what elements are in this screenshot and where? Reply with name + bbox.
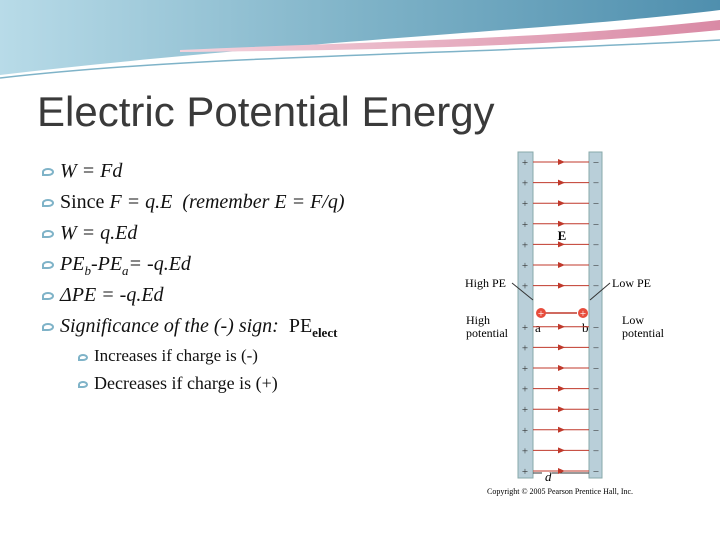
field-arrowhead <box>558 179 565 186</box>
pe-arrow <box>589 282 611 301</box>
field-label: E <box>558 228 567 243</box>
plus-sign: + <box>522 219 528 231</box>
minus-sign: − <box>593 157 599 169</box>
bullet: Significance of the (-) sign: PEelect <box>42 315 337 341</box>
field-arrowhead <box>558 159 565 165</box>
low-potential-label: potential <box>622 326 665 340</box>
sub-bullet: Increases if charge is (-) <box>78 346 258 366</box>
bullet-text: = -q.Ed <box>128 253 191 275</box>
minus-sign: − <box>593 404 599 416</box>
slide-title: Electric Potential Energy <box>37 88 495 135</box>
header-decoration <box>0 0 720 79</box>
pe-arrow <box>511 282 534 301</box>
minus-sign: − <box>593 466 599 478</box>
sub-bullet-text: Decreases if charge is (+) <box>94 373 278 393</box>
negative-plate <box>588 151 603 479</box>
minus-sign: − <box>593 281 599 293</box>
field-arrowhead <box>558 220 565 227</box>
copyright: Copyright © 2005 Pearson Prentice Hall, … <box>487 487 633 496</box>
subscript: a <box>122 263 129 278</box>
sub-bullet: Decreases if charge is (+) <box>78 373 278 394</box>
subscript: elect <box>312 325 338 340</box>
field-arrowhead <box>558 385 565 392</box>
charge <box>536 308 546 318</box>
bullet: Since F = q.E (remember E = F/q) <box>42 191 345 214</box>
plus-sign: + <box>522 157 528 169</box>
plus-sign: + <box>522 363 528 375</box>
field-arrowhead <box>558 323 565 330</box>
minus-sign: − <box>593 198 599 210</box>
bullet-text: F = q.E <box>109 191 173 213</box>
point-b: b <box>582 320 589 335</box>
bullet-text: (remember E = F/q) <box>182 191 345 213</box>
plus-sign: + <box>522 384 528 396</box>
point-a: a <box>535 320 541 335</box>
field-arrowhead <box>558 344 565 351</box>
minus-sign: − <box>593 239 599 251</box>
charge-sign: + <box>538 308 544 320</box>
minus-sign: − <box>593 342 599 354</box>
bullet-text: W = q.Ed <box>60 222 138 244</box>
minus-sign: − <box>593 322 599 334</box>
plus-sign: + <box>522 425 528 437</box>
minus-sign: − <box>593 178 599 190</box>
minus-sign: − <box>593 363 599 375</box>
minus-sign: − <box>593 445 599 457</box>
plus-sign: + <box>522 239 528 251</box>
plus-sign: + <box>522 466 528 478</box>
plus-sign: + <box>522 178 528 190</box>
minus-sign: − <box>593 384 599 396</box>
plus-sign: + <box>522 281 528 293</box>
field-arrowhead <box>558 241 565 248</box>
field-arrowhead <box>558 282 565 289</box>
bullet: W = Fd <box>42 160 122 183</box>
field-arrowhead <box>558 365 565 371</box>
low-potential-label: Low <box>622 313 644 327</box>
field-arrowhead <box>558 426 565 433</box>
bullet-text: PE <box>288 315 313 337</box>
subscript: b <box>84 263 91 278</box>
bullet: PEb-PEa= -q.Ed <box>42 253 191 279</box>
sub-bullet-text: Increases if charge is (-) <box>94 346 258 365</box>
bullet-text: W = Fd <box>60 160 123 182</box>
bullet-text: PE <box>60 253 85 275</box>
high-potential-label: High <box>466 313 490 327</box>
minus-sign: − <box>593 260 599 272</box>
bullet-text: -PE <box>90 253 123 275</box>
plus-sign: + <box>522 198 528 210</box>
high-pe-label: High PE <box>465 276 506 290</box>
field-arrowhead <box>558 468 565 474</box>
bullet: ΔPE = -q.Ed <box>42 284 164 307</box>
bullet-text: Since <box>60 191 105 213</box>
high-potential-label: potential <box>466 326 509 340</box>
charge-sign: + <box>580 308 586 320</box>
field-arrowhead <box>558 406 565 413</box>
low-pe-label: Low PE <box>612 276 651 290</box>
field-arrowhead <box>558 447 565 454</box>
field-arrowhead <box>558 262 565 268</box>
plus-sign: + <box>522 260 528 272</box>
plus-sign: + <box>522 404 528 416</box>
distance-label: d <box>545 469 552 484</box>
bullet-text: Significance of the (-) sign: <box>60 315 279 337</box>
charge <box>578 308 588 318</box>
plus-sign: + <box>522 342 528 354</box>
bullet-text: ΔPE = -q.Ed <box>60 284 164 306</box>
field-arrowhead <box>558 200 565 207</box>
bullet: W = q.Ed <box>42 222 137 245</box>
minus-sign: − <box>593 219 599 231</box>
plus-sign: + <box>522 445 528 457</box>
minus-sign: − <box>593 425 599 437</box>
plus-sign: + <box>522 322 528 334</box>
positive-plate <box>517 151 534 479</box>
